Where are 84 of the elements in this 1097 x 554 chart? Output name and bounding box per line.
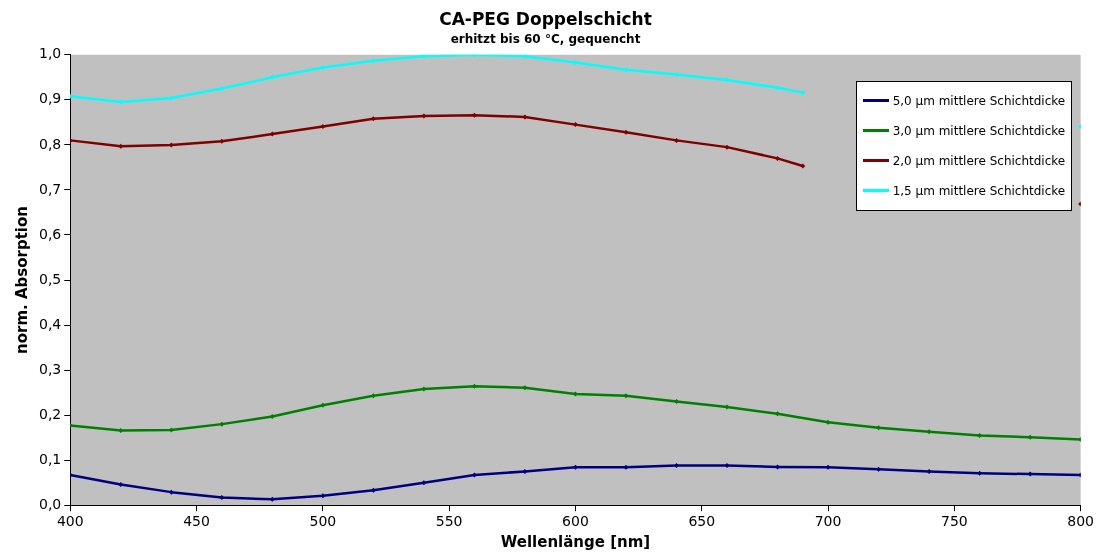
point <box>522 468 528 474</box>
x-tick-label: 700 <box>814 513 842 530</box>
x-tick-label: 600 <box>562 513 589 530</box>
y-tick-label: 0,2 <box>39 405 62 422</box>
point <box>320 402 326 408</box>
chart-title: CA-PEG Doppelschicht <box>439 8 652 29</box>
point <box>219 138 225 144</box>
point <box>623 393 629 399</box>
point <box>421 113 427 119</box>
legend-label: 3,0 µm mittlere Schichtdicke <box>892 123 1066 138</box>
point <box>977 432 983 438</box>
point <box>320 64 326 70</box>
point <box>269 496 275 502</box>
point <box>724 463 730 469</box>
chart-subtitle: erhitzt bis 60 °C, gequencht <box>450 31 641 46</box>
point <box>118 143 124 149</box>
point <box>1027 471 1033 477</box>
point <box>370 393 376 399</box>
y-tick-label: 0,0 <box>39 495 62 512</box>
point <box>320 123 326 129</box>
point <box>724 77 730 83</box>
y-tick-label: 0,6 <box>39 225 62 242</box>
point <box>673 463 679 469</box>
legend-label: 1,5 µm mittlere Schichtdicke <box>892 183 1066 198</box>
point <box>370 116 376 122</box>
x-axis-title: Wellenlänge [nm] <box>500 532 651 551</box>
point <box>673 72 679 78</box>
point <box>673 399 679 405</box>
point <box>572 464 578 470</box>
point <box>118 99 124 105</box>
y-tick-label: 0,8 <box>39 135 62 152</box>
y-tick-label: 0,4 <box>39 315 62 332</box>
point <box>825 464 831 470</box>
legend-label: 2,0 µm mittlere Schichtdicke <box>892 153 1066 168</box>
point <box>1027 434 1033 440</box>
y-tick-label: 0,9 <box>39 90 62 107</box>
point <box>219 86 225 92</box>
point <box>522 54 528 59</box>
y-tick-label: 0,7 <box>39 180 62 197</box>
point <box>623 464 629 470</box>
x-tick-label: 550 <box>435 513 463 530</box>
x-tick-label: 500 <box>309 513 337 530</box>
point <box>775 155 781 161</box>
point <box>219 421 225 427</box>
point <box>219 495 225 501</box>
point <box>572 59 578 65</box>
y-tick-label: 0,1 <box>39 450 62 467</box>
point <box>421 54 427 59</box>
point <box>269 413 275 419</box>
point <box>421 480 427 486</box>
x-tick-label: 450 <box>183 513 210 530</box>
y-tick-label: 1,0 <box>39 45 62 62</box>
y-tick-label: 0,5 <box>39 270 62 287</box>
point <box>522 385 528 391</box>
point <box>370 58 376 64</box>
point <box>522 114 528 120</box>
point <box>370 487 376 493</box>
legend-label: 5,0 µm mittlere Schichtdicke <box>892 93 1066 108</box>
point <box>724 144 730 150</box>
x-tick-label: 400 <box>56 513 84 530</box>
point <box>926 468 932 474</box>
point <box>118 481 124 487</box>
point <box>320 493 326 499</box>
y-axis-title: norm. Absorption <box>12 206 31 354</box>
point <box>977 470 983 476</box>
x-tick-label: 750 <box>940 513 968 530</box>
point <box>673 137 679 143</box>
point <box>269 74 275 80</box>
point <box>421 386 427 392</box>
x-tick-label: 800 <box>1067 513 1095 530</box>
point <box>168 489 174 495</box>
point <box>926 429 932 435</box>
point <box>623 67 629 73</box>
point <box>623 129 629 135</box>
x-tick-label: 650 <box>688 513 716 530</box>
point <box>572 122 578 128</box>
point <box>471 383 477 389</box>
point <box>800 90 806 96</box>
y-tick-label: 0,3 <box>39 360 62 377</box>
point <box>724 404 730 410</box>
point <box>825 419 831 425</box>
point <box>118 427 124 433</box>
point <box>876 425 882 431</box>
point <box>800 163 806 169</box>
